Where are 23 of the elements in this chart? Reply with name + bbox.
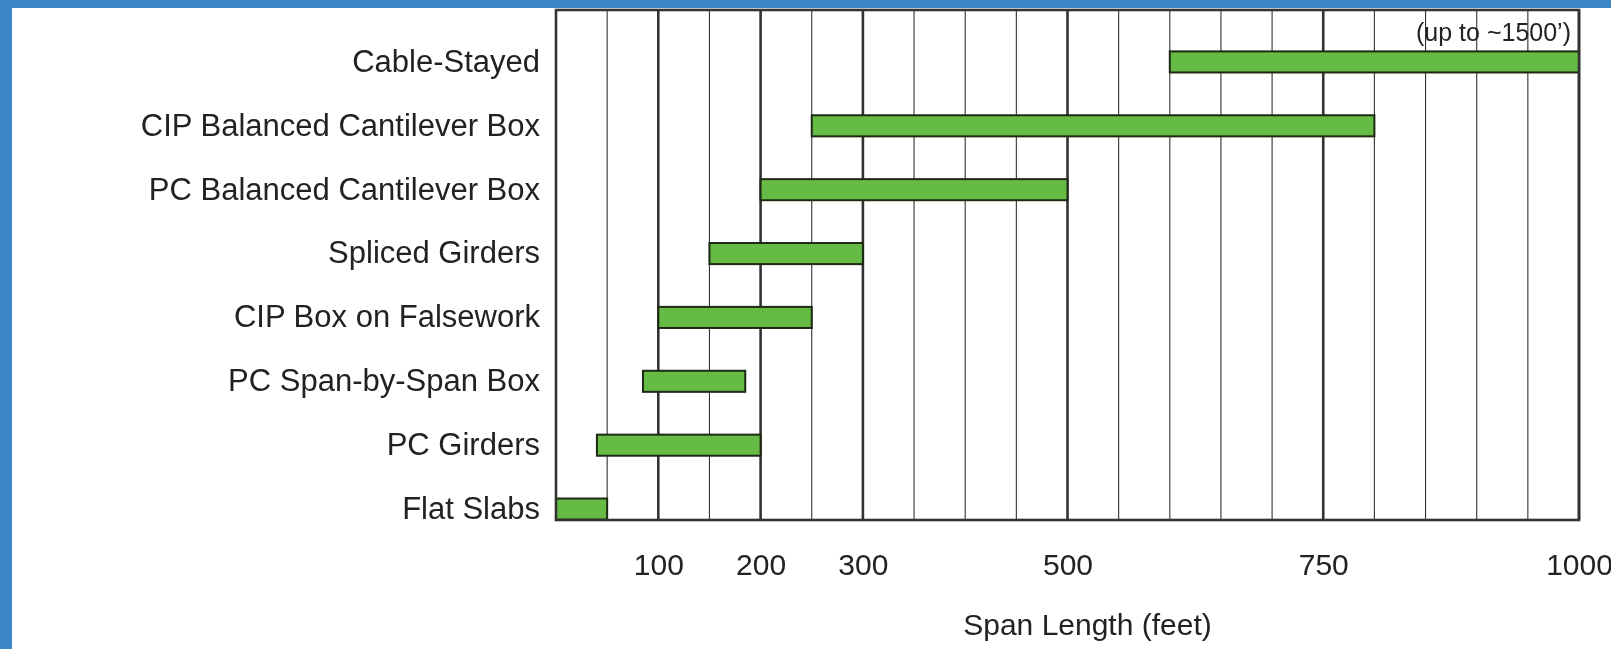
x-tick-label: 200 <box>736 548 787 582</box>
bar <box>555 497 609 521</box>
x-tick-label: 750 <box>1298 548 1349 582</box>
y-tick-label: CIP Balanced Cantilever Box <box>140 107 541 143</box>
bar <box>1168 50 1580 74</box>
bar <box>810 114 1376 138</box>
x-tick-label: 500 <box>1042 548 1094 582</box>
bar <box>641 369 747 393</box>
bar <box>759 178 1069 202</box>
x-tick-label: 1000 <box>1546 548 1611 582</box>
y-tick-label: PC Balanced Cantilever Box <box>148 171 541 207</box>
y-tick-label: Spliced Girders <box>328 235 540 271</box>
y-tick-label: PC Span-by-Span Box <box>228 363 541 399</box>
bar <box>708 242 864 266</box>
bar <box>595 433 762 457</box>
x-axis-title: Span Length (feet) <box>963 608 1212 641</box>
y-tick-label: CIP Box on Falsework <box>233 299 541 335</box>
y-tick-label: Cable-Stayed <box>352 43 540 79</box>
y-tick-label: PC Girders <box>386 427 540 463</box>
x-tick-label: 100 <box>633 548 684 582</box>
y-tick-label: Flat Slabs <box>402 490 540 526</box>
bar <box>657 305 813 329</box>
x-tick-label: 300 <box>838 548 889 582</box>
